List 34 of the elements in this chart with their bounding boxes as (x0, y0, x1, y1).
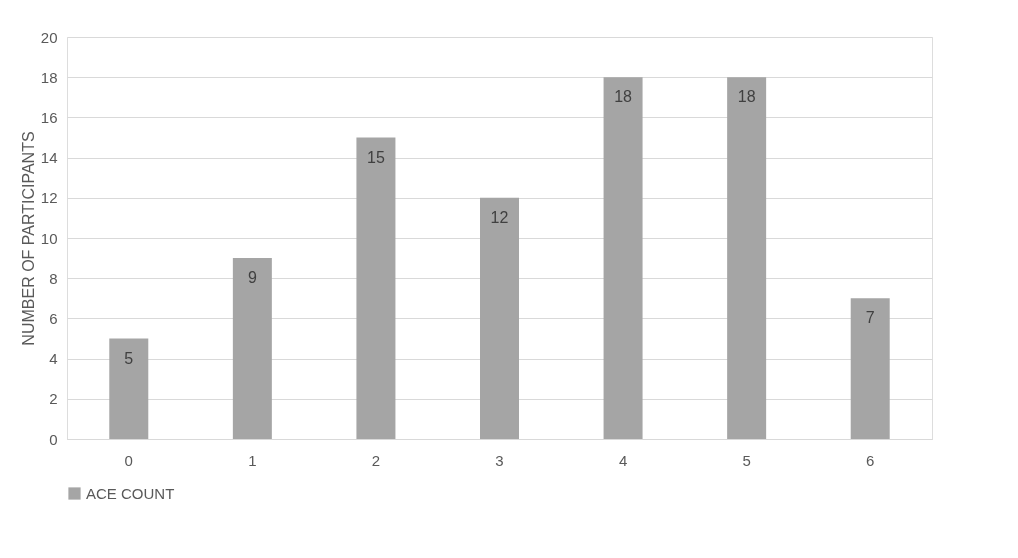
data-label: 15 (367, 148, 385, 166)
bar (109, 338, 149, 439)
y-tick-label: 2 (49, 390, 58, 408)
x-tick-label: 6 (866, 451, 875, 469)
y-tick-label: 8 (49, 269, 58, 287)
data-label: 7 (865, 309, 875, 327)
y-tick-label: 18 (40, 68, 58, 86)
x-tick-label: 4 (618, 451, 628, 469)
data-label: 18 (737, 88, 756, 106)
bar (850, 298, 890, 439)
data-label: 9 (247, 269, 257, 287)
y-tick-label: 16 (40, 108, 58, 126)
x-tick-label: 2 (371, 451, 381, 469)
y-tick-label: 0 (49, 430, 58, 448)
y-tick-label: 12 (40, 189, 58, 207)
legend-label: ACE COUNT (86, 484, 175, 502)
y-tick-label: 20 (40, 28, 58, 46)
bar (480, 197, 519, 439)
y-tick-label: 10 (40, 229, 58, 247)
y-tick-label: 6 (49, 309, 58, 327)
y-tick-label: 4 (49, 350, 58, 368)
bar (232, 258, 272, 439)
data-label: 18 (614, 88, 633, 106)
x-tick-label: 0 (124, 451, 133, 469)
x-tick-label: 5 (742, 451, 751, 469)
y-tick-label: 14 (40, 149, 58, 167)
bar (603, 77, 643, 439)
y-axis-title: NUMBER OF PARTICIPANTS (19, 131, 37, 346)
bar (356, 137, 396, 439)
data-label: 12 (490, 208, 509, 226)
x-tick-label: 3 (495, 451, 504, 469)
x-tick-label: 1 (248, 451, 257, 469)
data-label: 5 (124, 349, 134, 367)
bar (727, 77, 767, 439)
